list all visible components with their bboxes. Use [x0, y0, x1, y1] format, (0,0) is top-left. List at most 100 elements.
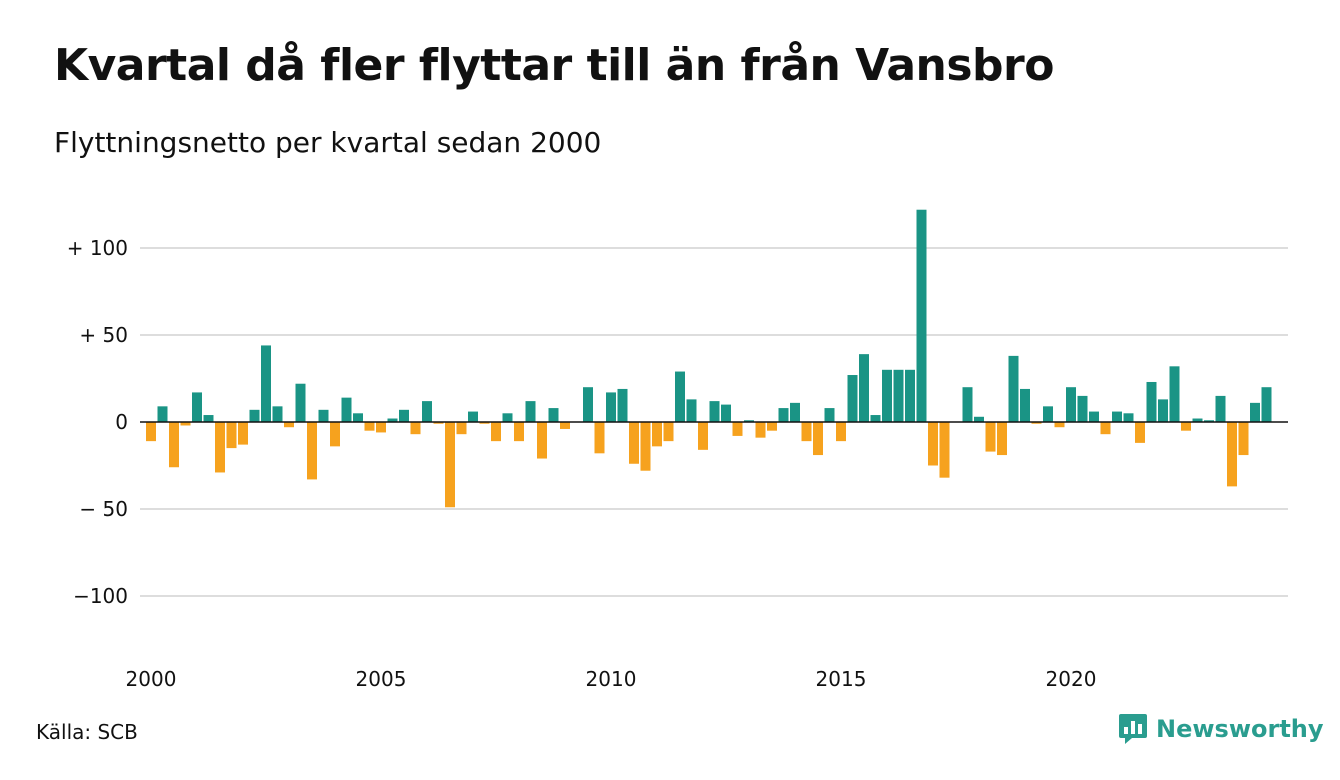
bar: [939, 422, 950, 478]
chart-subtitle: Flyttningsnetto per kvartal sedan 2000: [54, 126, 602, 159]
bar: [1066, 387, 1076, 422]
bar: [824, 408, 835, 422]
bar: [261, 345, 271, 422]
bar: [870, 415, 881, 422]
bar: [767, 422, 777, 431]
bar: [525, 401, 536, 422]
bar: [307, 422, 317, 480]
brand-name: Newsworthy: [1156, 715, 1324, 743]
bar: [1227, 422, 1237, 487]
bar: [341, 397, 352, 422]
bar: [272, 406, 283, 422]
x-tick-label: 2015: [816, 667, 867, 691]
bar: [249, 409, 260, 422]
bar: [330, 422, 340, 447]
bar: [1089, 411, 1099, 422]
bar: [364, 422, 375, 431]
bar: [721, 404, 731, 422]
bar: [675, 371, 685, 422]
bar: [974, 416, 984, 422]
bar: [157, 406, 168, 422]
bar: [215, 422, 225, 473]
bar: [238, 422, 248, 445]
bar: [1238, 422, 1249, 456]
x-tick-label: 2005: [356, 667, 407, 691]
bar: [1215, 395, 1226, 422]
bar: [203, 415, 214, 422]
bar: [1100, 422, 1111, 435]
bar: [376, 422, 386, 433]
y-tick-label: + 100: [67, 236, 128, 260]
bar-series: [146, 209, 1272, 508]
bar: [468, 411, 478, 422]
bar: [387, 418, 398, 422]
y-tick-label: − 50: [79, 497, 128, 521]
bar: [686, 399, 697, 422]
bar: [1261, 387, 1272, 422]
bar: [755, 422, 766, 438]
bar: [617, 388, 628, 422]
bar: [985, 422, 996, 452]
bar: [192, 392, 202, 422]
bar: [353, 413, 363, 422]
bar: [847, 375, 858, 422]
bar: [1146, 381, 1157, 422]
bar: [1169, 366, 1180, 422]
bar: [410, 422, 421, 435]
bar: [295, 383, 306, 422]
bar: [652, 422, 662, 447]
chart-title: Kvartal då fler flyttar till än från Van…: [54, 40, 1054, 91]
bar: [1204, 420, 1214, 422]
bar: [1123, 413, 1134, 422]
bar: [1158, 399, 1168, 422]
x-tick-label: 2010: [586, 667, 637, 691]
bar: [1043, 406, 1053, 422]
grid-lines: [140, 247, 1288, 597]
bar: [226, 422, 237, 449]
bar: [997, 422, 1007, 456]
bar: [180, 422, 191, 426]
y-tick-label: −100: [73, 584, 128, 608]
bar: [583, 387, 593, 422]
bar: [962, 387, 973, 422]
brand-logo: Newsworthy: [1118, 712, 1324, 746]
bar: [514, 422, 524, 442]
bar: [1031, 422, 1042, 424]
bar: [663, 422, 674, 442]
bar: [905, 369, 915, 422]
bar: [744, 420, 754, 422]
bar: [594, 422, 605, 454]
bar: [916, 209, 927, 422]
bar: [548, 408, 559, 422]
bar: [1181, 422, 1191, 431]
bar: [801, 422, 812, 442]
bar: [284, 422, 294, 428]
bar: [1135, 422, 1145, 443]
bar: [629, 422, 639, 464]
bar: [1112, 411, 1122, 422]
y-tick-label: + 50: [79, 323, 128, 347]
bar: [479, 422, 490, 424]
bar: [790, 402, 800, 422]
bar: [928, 422, 938, 466]
bar: [732, 422, 743, 436]
bar: [1020, 388, 1030, 422]
bar: [893, 369, 904, 422]
bar: [709, 401, 720, 422]
bar: [502, 413, 513, 422]
bar: [1250, 402, 1260, 422]
bar: [606, 392, 616, 422]
bar: [778, 408, 789, 422]
x-axis-ticks: 2000 2005 2010 2015 2020: [126, 667, 1097, 691]
bar: [169, 422, 179, 468]
bar: [1054, 422, 1065, 428]
bar: [859, 354, 869, 422]
bar: [422, 401, 432, 422]
source-note: Källa: SCB: [36, 720, 138, 744]
bar: [445, 422, 455, 508]
bar: [882, 369, 892, 422]
bar: [560, 422, 570, 429]
x-tick-label: 2020: [1046, 667, 1097, 691]
bar-chart-speech-icon: [1119, 714, 1147, 744]
